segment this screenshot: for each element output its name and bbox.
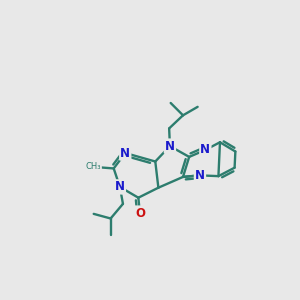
Text: CH₃: CH₃: [86, 162, 101, 171]
Text: N: N: [115, 180, 125, 194]
Text: N: N: [165, 140, 175, 153]
Text: N: N: [200, 143, 210, 157]
Text: N: N: [120, 146, 130, 160]
Text: O: O: [135, 207, 145, 220]
Text: N: N: [195, 169, 205, 182]
